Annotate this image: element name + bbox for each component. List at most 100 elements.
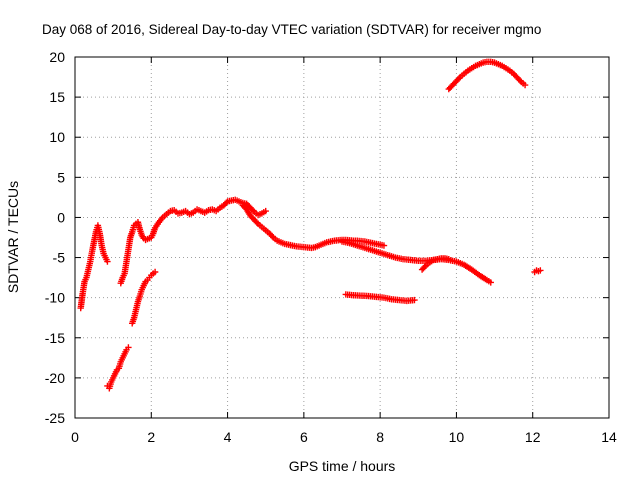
data-point-trail: [85, 260, 93, 271]
y-axis-label: SDTVAR / TECUs: [5, 181, 21, 293]
data-point-trail: [118, 276, 126, 285]
data-point: [151, 268, 159, 276]
data-point-trail: [221, 199, 230, 208]
data-point-trail: [98, 244, 107, 255]
data-point: [521, 81, 529, 89]
data-point-trail: [137, 288, 145, 298]
x-tick-label: 4: [224, 429, 232, 445]
data-point-trail: [127, 230, 135, 239]
data-point-trail: [125, 236, 134, 251]
data-point-trail: [375, 293, 386, 301]
data-point: [104, 258, 111, 265]
data-point-trail: [397, 297, 409, 304]
series-arc-5: [239, 202, 388, 252]
x-tick-label: 12: [525, 429, 541, 445]
data-point: [537, 267, 544, 274]
series-arc-9: [445, 58, 529, 93]
data-point: [262, 207, 269, 215]
y-tick-label: 15: [49, 89, 65, 105]
data-point-trail: [455, 259, 466, 268]
data-point-trail: [371, 247, 382, 256]
data-point-trail: [135, 220, 143, 231]
data-point-trail: [131, 308, 139, 319]
data-point-trail: [77, 292, 86, 310]
data-point-trail: [150, 226, 158, 235]
data-point-trail: [420, 263, 428, 272]
data-point-trail: [79, 280, 88, 295]
y-tick-label: 10: [49, 129, 65, 145]
data-point-trail: [367, 293, 378, 300]
series-arc-8: [418, 255, 452, 273]
data-point-trail: [454, 75, 463, 83]
data-point-trail: [344, 291, 355, 299]
data-point-trail: [129, 224, 137, 233]
data-point-trail: [405, 297, 416, 304]
data-point-trail: [363, 245, 374, 253]
data-point-trail: [87, 250, 95, 263]
x-tick-label: 0: [71, 429, 79, 445]
y-tick-label: -5: [53, 250, 66, 266]
data-point-trail: [386, 252, 397, 261]
data-point: [125, 344, 132, 351]
data-point-trail: [244, 207, 253, 218]
data-point-trail: [267, 231, 276, 240]
data-point-trail: [394, 254, 405, 262]
x-axis-label: GPS time / hours: [289, 458, 396, 474]
data-point-trail: [106, 380, 114, 390]
data-point-trail: [355, 242, 367, 251]
data-point-trail: [359, 292, 370, 300]
data-series: [77, 58, 544, 392]
data-point-trail: [133, 300, 141, 311]
data-point-trail: [240, 203, 249, 212]
data-point-trail: [416, 257, 428, 264]
x-tick-label: 10: [449, 429, 465, 445]
x-tick-label: 6: [300, 429, 308, 445]
data-point-trail: [248, 205, 257, 214]
data-point-trail: [340, 238, 351, 246]
data-point-trail: [252, 217, 261, 226]
data-point-trail: [248, 213, 257, 222]
data-point-trail: [129, 316, 137, 325]
data-point-trail: [470, 267, 481, 278]
y-tick-label: 0: [57, 209, 65, 225]
series-arc-7: [342, 291, 418, 305]
y-tick-labels: -25 -20 -15 -10 -5 0 5 10 15 20: [45, 49, 65, 426]
chart-title: Day 068 of 2016, Sidereal Day-to-day VTE…: [42, 22, 541, 37]
data-point-trail: [352, 292, 363, 299]
data-point-trail: [447, 257, 458, 265]
series-arc-2: [104, 344, 132, 392]
data-point-trail: [156, 215, 165, 224]
data-point-trail: [409, 256, 420, 264]
axis-ticks: [74, 56, 610, 419]
x-tick-label: 14: [601, 429, 617, 445]
plot-frame: [74, 56, 610, 419]
series-arc-1: [77, 222, 111, 312]
data-point-trail: [515, 75, 524, 84]
data-point-trail: [123, 248, 132, 263]
data-point-trail: [116, 360, 124, 370]
y-tick-label: -25: [45, 410, 65, 426]
data-point-trail: [511, 71, 520, 80]
series-arc-10: [531, 267, 544, 276]
data-point-trail: [450, 79, 459, 87]
data-point: [380, 242, 388, 249]
data-point: [487, 279, 494, 286]
data-point-trail: [462, 262, 474, 272]
data-point: [445, 255, 452, 263]
data-point-trail: [83, 268, 92, 279]
data-point-trail: [244, 201, 253, 210]
data-point-trail: [348, 240, 359, 249]
data-point-trail: [153, 220, 161, 230]
y-tick-label: -10: [45, 290, 65, 306]
y-tick-label: 5: [57, 169, 65, 185]
y-tick-label: 20: [49, 49, 65, 65]
data-point-trail: [137, 228, 145, 237]
x-tick-labels: 0 2 4 6 8 10 12 14: [71, 429, 617, 445]
y-tick-label: -15: [45, 330, 65, 346]
series-arc-6: [338, 238, 494, 286]
data-point-trail: [121, 260, 130, 275]
data-point: [411, 296, 418, 304]
data-point-trail: [378, 250, 390, 258]
data-point-trail: [95, 224, 103, 235]
